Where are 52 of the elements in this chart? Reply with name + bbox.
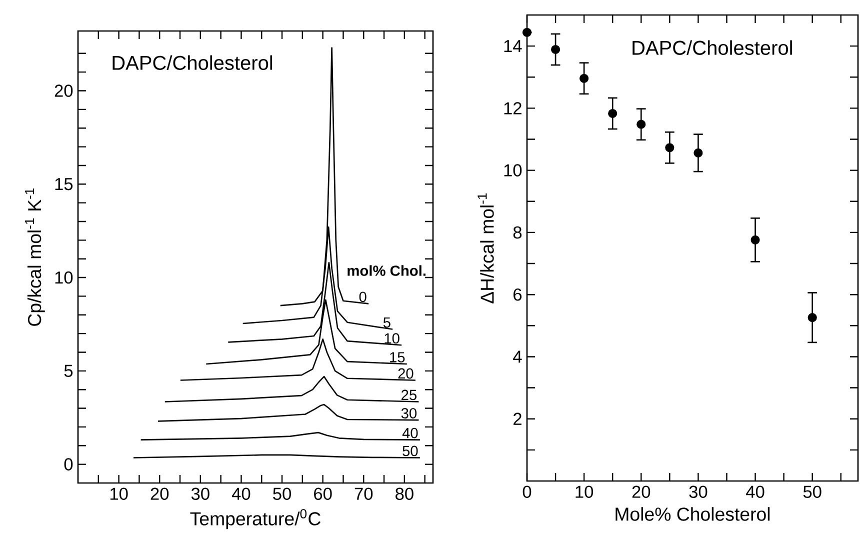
text: DAPC/Cholesterol <box>112 55 272 70</box>
x-tick-label: 30 <box>689 486 708 498</box>
y-tick-label: 6 <box>514 288 522 301</box>
legend-label: 10 <box>384 333 400 344</box>
x-tick-label: 50 <box>803 486 822 498</box>
legend-title: mol% Chol. <box>348 265 426 276</box>
x-tick-label: 60 <box>314 488 332 500</box>
y-tick-label: 0 <box>64 458 73 470</box>
series-label: 0 <box>359 292 366 302</box>
y-tick-label: 5 <box>64 364 73 377</box>
x-axis-title: Mole% Cholesterol <box>616 507 770 521</box>
y-tick-label: 4 <box>513 350 522 363</box>
x-axis-title: Temperature/$^{0}$C <box>190 509 320 530</box>
legend-label: 15 <box>390 352 405 362</box>
x-tick-label: 40 <box>232 488 250 500</box>
y-axis-title: ΔH/kcal mol$^{-1}$ <box>478 193 494 304</box>
y-tick-label: 14 <box>504 40 522 52</box>
y-tick-label: 10 <box>55 271 73 284</box>
point <box>694 148 703 158</box>
point <box>636 120 646 129</box>
legend-label: 30 <box>401 408 417 418</box>
x-tick-label: 80 <box>396 488 414 500</box>
x-tick-label: 10 <box>110 488 128 500</box>
point <box>665 143 674 152</box>
x-tick-label: 0 <box>522 486 532 498</box>
legend-label: 25 <box>402 390 416 400</box>
x-tick-label: 30 <box>191 488 210 500</box>
y-tick-label: 15 <box>55 178 73 190</box>
y-tick-label: 2 <box>514 412 522 425</box>
y-tick-label: 12 <box>504 102 522 114</box>
y-axis-title: Cp/kcal mol$^{-1}$ K$^{-1}$ <box>25 188 45 326</box>
x-tick-label: 40 <box>746 486 764 498</box>
line-series <box>157 404 420 422</box>
legend-label: 5 <box>383 317 390 328</box>
y-tick-label: 20 <box>54 84 73 97</box>
point <box>808 313 817 322</box>
x-tick-label: 20 <box>150 488 169 500</box>
point <box>580 74 589 83</box>
legend-label: 20 <box>398 368 414 379</box>
x-tick-label: 10 <box>576 486 594 498</box>
point <box>551 44 560 54</box>
text: DAPC/Cholesterol <box>632 40 792 55</box>
legend-label: 50 <box>402 446 418 456</box>
legend-label: 40 <box>402 428 418 438</box>
point <box>608 108 618 118</box>
x-tick-label: 50 <box>273 488 291 500</box>
y-tick-label: 8 <box>513 226 522 239</box>
x-tick-label: 70 <box>354 488 373 500</box>
point <box>522 28 532 37</box>
x-tick-label: 20 <box>632 486 650 498</box>
point <box>750 235 760 244</box>
y-tick-label: 10 <box>504 164 522 176</box>
